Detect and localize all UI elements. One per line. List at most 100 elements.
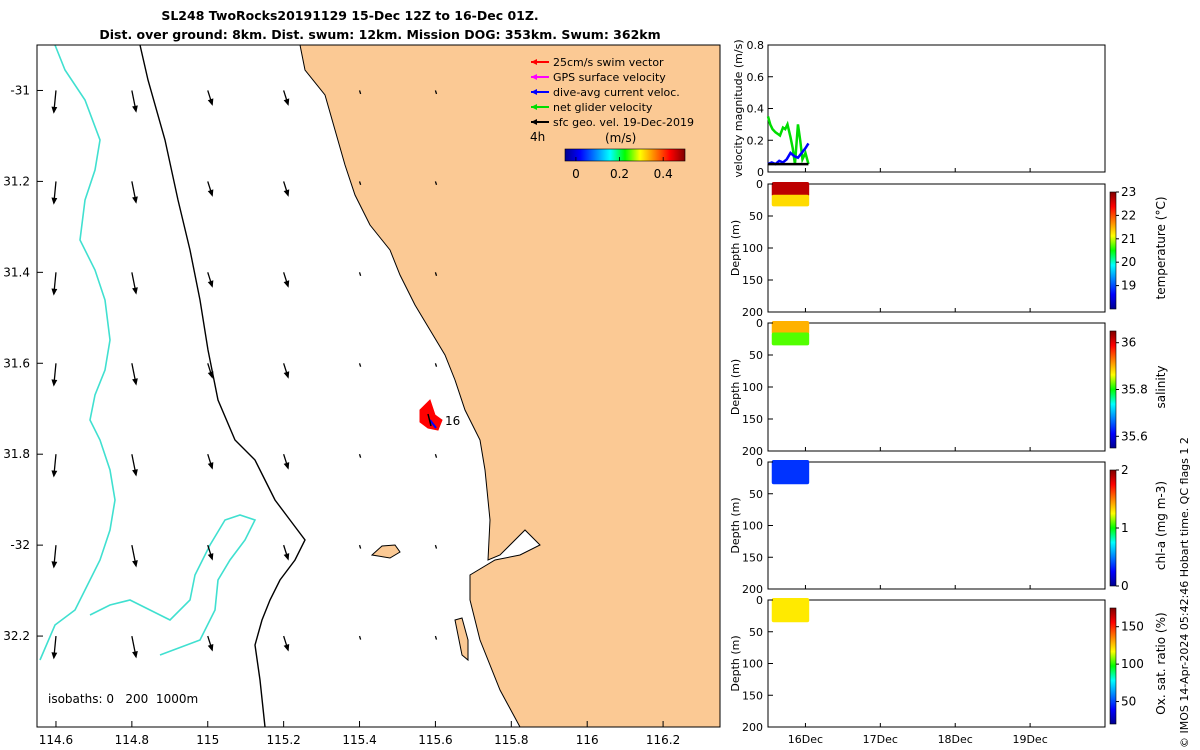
arrow-head — [51, 197, 58, 205]
geo-velocity-arrow — [358, 363, 362, 367]
arrow-head — [283, 644, 290, 652]
map-ytick-label: 31.2 — [3, 174, 30, 188]
map-ytick-label: 31.6 — [3, 356, 30, 370]
ytick-label: 100 — [742, 658, 763, 671]
ytick-label: 200 — [742, 445, 763, 458]
arrow-head — [51, 470, 58, 478]
legend-arrowhead — [531, 119, 537, 125]
colorbar-tick-label: 19 — [1121, 279, 1136, 293]
arrow-head — [207, 644, 214, 652]
profile-cells — [771, 182, 810, 197]
arrow-head — [207, 280, 214, 288]
island — [370, 544, 401, 559]
arrow-head — [132, 378, 138, 386]
chart-subtitle: Dist. over ground: 8km. Dist. swum: 12km… — [99, 27, 661, 42]
geo-velocity-arrow — [434, 90, 438, 95]
geo-velocity-arrow — [434, 272, 438, 276]
ytick-label: 0.2 — [747, 134, 765, 147]
colorbar-tick-label: 2 — [1121, 463, 1129, 477]
legend-arrowhead — [531, 104, 537, 110]
arrow-head — [132, 287, 138, 295]
ytick-label: 200 — [742, 721, 763, 734]
colorbar-tick-label: 35.6 — [1121, 429, 1148, 443]
geo-velocity-arrow — [434, 454, 438, 458]
ytick-label: 0 — [756, 456, 763, 469]
colorbar-tick-label: 150 — [1121, 620, 1144, 634]
map-ytick-label: 31.4 — [3, 265, 30, 279]
map-ytick-label: -31 — [10, 83, 30, 97]
geo-velocity-arrow — [358, 181, 362, 186]
colorbar-tick-label: 0.2 — [610, 167, 629, 181]
arrow-head — [207, 462, 214, 470]
arrow-head — [51, 652, 58, 660]
colorbar-tick-label: 36 — [1121, 336, 1136, 350]
colorbar-label: Ox. sat. ratio (%) — [1154, 612, 1168, 714]
arrow-head — [132, 469, 138, 477]
panel-frame — [767, 461, 1106, 590]
arrow-head — [207, 98, 214, 106]
geo-velocity-arrow — [358, 90, 362, 95]
ytick-label: 50 — [749, 210, 763, 223]
colorbar-label: chl-a (mg m-3) — [1154, 481, 1168, 570]
series-line — [767, 142, 810, 166]
ytick-label: 50 — [749, 349, 763, 362]
colorbar — [1109, 607, 1117, 725]
isobath-200 — [139, 44, 306, 728]
map-ytick-label: 31.8 — [3, 447, 30, 461]
colorbar-tick-label: 21 — [1121, 232, 1136, 246]
profile-cells — [771, 598, 810, 623]
profile-cells — [771, 321, 810, 335]
geo-velocity-arrow — [434, 363, 438, 367]
colorbar-tick-label: 50 — [1121, 695, 1136, 709]
arrow-head — [207, 553, 214, 561]
map-xtick-label: 115.6 — [418, 733, 452, 747]
geo-velocity-arrow — [358, 272, 362, 276]
colorbar-tick-label: 0.4 — [654, 167, 673, 181]
ytick-label: 150 — [742, 551, 763, 564]
legend-item-geo: sfc geo. vel. 19-Dec-2019 — [553, 116, 694, 129]
legend-item-dive: dive-avg current veloc. — [553, 86, 680, 99]
geo-velocity-arrow — [358, 635, 362, 640]
isobath-label: isobaths: 0 200 1000m — [48, 692, 198, 706]
map-xtick-label: 114.8 — [115, 733, 149, 747]
track-label: 16 — [445, 414, 460, 428]
arrow-head — [132, 651, 138, 659]
colorbar — [1109, 469, 1117, 587]
ytick-label: 0 — [756, 594, 763, 607]
legend-arrowhead — [531, 74, 537, 80]
colorbar-tick-label: 1 — [1121, 521, 1129, 535]
ytick-label: 200 — [742, 306, 763, 319]
map-colorbar — [564, 148, 686, 162]
legend-item-swim: 25cm/s swim vector — [553, 56, 664, 69]
time-tick-label: 19Dec — [1012, 733, 1047, 746]
panel-frame — [767, 44, 1106, 173]
map-ytick-label: 32.2 — [3, 629, 30, 643]
map-ytick-label: -32 — [10, 538, 30, 552]
arrow-head — [51, 561, 58, 569]
ytick-label: 0 — [757, 166, 764, 179]
map-xtick-label: 115.8 — [494, 733, 528, 747]
ytick-label: 150 — [742, 274, 763, 287]
arrow-head — [283, 280, 290, 288]
arrow-head — [51, 106, 58, 114]
isobath-1000 — [39, 44, 257, 661]
panel-frame — [767, 322, 1106, 452]
time-step-label: 4h — [530, 130, 545, 144]
chart-title: SL248 TwoRocks20191129 15-Dec 12Z to 16-… — [161, 8, 539, 23]
colorbar — [1109, 191, 1117, 310]
profile-cells — [771, 460, 810, 485]
ytick-label: 150 — [742, 413, 763, 426]
colorbar-tick-label: 20 — [1121, 255, 1136, 269]
arrow-head — [132, 560, 138, 568]
legend-item-net: net glider velocity — [553, 101, 653, 114]
ytick-label: 150 — [742, 689, 763, 702]
map-xtick-label: 114.6 — [39, 733, 73, 747]
map-xtick-label: 116.2 — [646, 733, 680, 747]
profile-cells — [771, 332, 810, 346]
colorbar-tick-label: 22 — [1121, 208, 1136, 222]
geo-velocity-arrow — [358, 454, 362, 458]
geo-velocity-arrow — [434, 544, 438, 549]
arrow-head — [132, 196, 138, 204]
